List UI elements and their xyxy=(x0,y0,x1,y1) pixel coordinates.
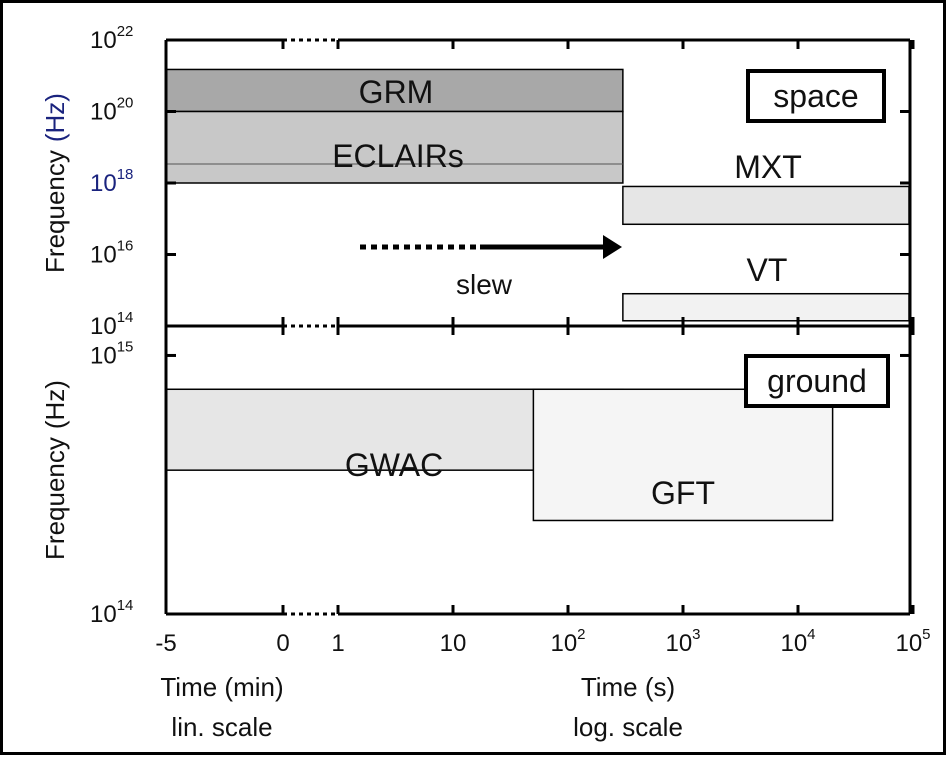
ground-ylabel-unit: (Hz) xyxy=(40,380,70,429)
space-ylabel: Frequency (Hz) xyxy=(40,93,70,273)
band-vt xyxy=(622,292,910,322)
space-ylabel-unit: (Hz) xyxy=(40,93,70,142)
slew-arrow xyxy=(360,235,622,259)
space-ylabel-text: Frequency xyxy=(40,150,70,273)
x-tick-label: 102 xyxy=(550,626,585,657)
y-tick-label: 1015 xyxy=(90,338,133,369)
space-label-box xyxy=(746,69,886,123)
y-tick-label: 1022 xyxy=(90,23,133,54)
x-tick-label: 1 xyxy=(331,630,344,657)
y-tick-label: 1014 xyxy=(90,597,133,628)
band-label-gft: GFT xyxy=(651,475,715,511)
axis-break-bottom xyxy=(283,610,338,618)
ground-label: ground xyxy=(767,363,867,399)
x-label-left-2: lin. scale xyxy=(171,712,272,742)
band-gft xyxy=(532,388,834,522)
y-tick-label: 1020 xyxy=(90,95,133,126)
y-tick-label: 1016 xyxy=(90,238,133,269)
y-tick-label: 1018 xyxy=(90,166,133,197)
x-tick-label: 105 xyxy=(895,626,930,657)
axis-break-middle xyxy=(283,322,338,330)
slew-arrowhead xyxy=(603,235,622,259)
x-label-left-1: Time (min) xyxy=(160,672,283,702)
ticks-layer xyxy=(166,38,915,616)
band-label-gwac: GWAC xyxy=(345,447,443,483)
x-tick-label: -5 xyxy=(155,630,176,657)
y-tick-label: 1014 xyxy=(90,309,133,340)
space-label: space xyxy=(773,78,858,114)
x-tick-label: 104 xyxy=(780,626,815,657)
axis-break-top xyxy=(283,36,338,44)
band-eclairs xyxy=(165,110,624,184)
ground-ylabel-text: Frequency xyxy=(40,437,70,560)
band-grm xyxy=(165,68,624,113)
x-tick-label: 103 xyxy=(665,626,700,657)
bands-layer xyxy=(165,68,910,522)
band-label-eclairs: ECLAIRs xyxy=(332,138,464,174)
band-mxt xyxy=(622,185,910,226)
ground-label-box xyxy=(744,354,890,408)
x-tick-label: 0 xyxy=(276,630,289,657)
band-label-vt: VT xyxy=(747,252,788,288)
x-label-right-1: Time (s) xyxy=(581,672,675,702)
band-label-grm: GRM xyxy=(359,74,434,110)
x-tick-label: 10 xyxy=(440,630,467,657)
ground-ylabel: Frequency (Hz) xyxy=(40,380,70,560)
slew-label: slew xyxy=(456,269,513,300)
band-label-mxt: MXT xyxy=(734,149,802,185)
x-label-right-2: log. scale xyxy=(573,712,683,742)
